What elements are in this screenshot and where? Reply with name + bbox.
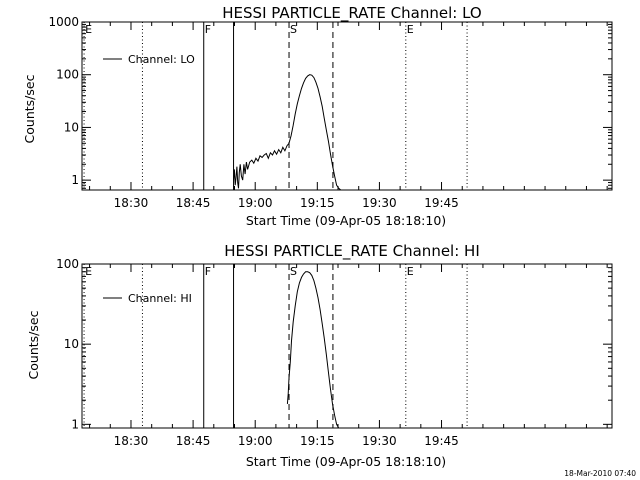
hi-marker-label: E (407, 265, 414, 278)
hi-marker-label: F (205, 265, 211, 278)
lo-channel-panel: HESSI PARTICLE_RATE Channel: LO 18:30 18:… (22, 4, 613, 228)
hi-marker-label: E (85, 265, 92, 278)
hi-y-tick-label: 10 (64, 337, 79, 351)
hi-x-tick-label: 19:30 (362, 434, 397, 448)
lo-x-tick-label: 18:45 (176, 196, 211, 210)
lo-x-tick-label: 19:30 (362, 196, 397, 210)
hi-channel-panel: HESSI PARTICLE_RATE Channel: HI 18:30 18:… (26, 242, 613, 469)
hi-y-tick-label: 1 (71, 417, 79, 431)
hi-x-axis-label: Start Time (09-Apr-05 18:18:10) (246, 454, 446, 469)
lo-y-tick-label: 1 (71, 173, 79, 187)
hi-legend-label: Channel: HI (128, 292, 192, 305)
hi-x-tick-label: 18:30 (114, 434, 149, 448)
lo-y-tick-label: 1000 (48, 15, 79, 29)
lo-x-tick-label: 19:00 (238, 196, 273, 210)
lo-legend: Channel: LO (103, 53, 195, 66)
lo-plot-area: 18:30 18:45 19:00 19:15 19:30 19:45 1 10 100 1000… (48, 15, 613, 210)
hi-x-tick-label: 19:45 (424, 434, 459, 448)
hi-plot-frame (81, 263, 613, 429)
lo-marker-label: E (407, 23, 414, 36)
lo-chart-title: HESSI PARTICLE_RATE Channel: LO (222, 4, 481, 23)
lo-series-line (233, 74, 343, 191)
lo-marker-label: E (85, 23, 92, 36)
hi-chart-title: HESSI PARTICLE_RATE Channel: HI (224, 242, 480, 261)
hi-x-tick-label: 18:45 (176, 434, 211, 448)
lo-x-tick-label: 19:15 (300, 196, 335, 210)
lo-legend-label: Channel: LO (128, 53, 195, 66)
hi-marker-label: S (290, 265, 297, 278)
lo-x-axis-label: Start Time (09-Apr-05 18:18:10) (246, 213, 446, 228)
lo-y-tick-label: 10 (64, 120, 79, 134)
hi-legend: Channel: HI (103, 292, 192, 305)
hi-series-line (286, 271, 340, 429)
hi-plot-area: 18:30 18:45 19:00 19:15 19:30 19:45 1 10 100 E F S E (56, 257, 613, 448)
lo-y-tick-label: 100 (56, 68, 79, 82)
lo-x-tick-label: 18:30 (114, 196, 149, 210)
lo-y-axis-label: Counts/sec (22, 74, 37, 143)
hi-y-axis-label: Counts/sec (26, 310, 41, 379)
lo-marker-label: S (290, 23, 297, 36)
hi-y-tick-label: 100 (56, 257, 79, 271)
timestamp-stamp: 18-Mar-2010 07:40 (564, 469, 636, 478)
lo-x-tick-label: 19:45 (424, 196, 459, 210)
hi-x-tick-label: 19:00 (238, 434, 273, 448)
hi-x-tick-label: 19:15 (300, 434, 335, 448)
lo-marker-label: F (205, 23, 211, 36)
lo-plot-frame (81, 21, 613, 191)
